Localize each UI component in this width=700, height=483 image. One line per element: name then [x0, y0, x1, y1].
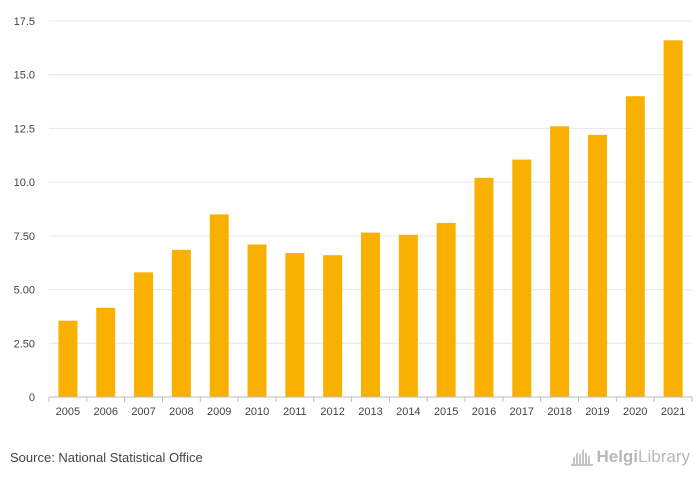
y-tick-label: 2.50: [14, 338, 35, 350]
bar-2010: [247, 244, 267, 397]
x-tick-label: 2005: [56, 406, 80, 418]
bar-2017: [512, 159, 532, 397]
library-building-icon: [571, 449, 594, 466]
x-tick-label: 2021: [661, 406, 685, 418]
x-tick-label: 2018: [547, 406, 571, 418]
x-tick-label: 2010: [245, 406, 269, 418]
x-tick-label: 2006: [93, 406, 117, 418]
bar-2019: [587, 134, 607, 398]
brand-logo: Helgi Library: [571, 447, 690, 467]
x-tick-label: 2007: [131, 406, 155, 418]
bar-2007: [134, 272, 154, 397]
x-tick-label: 2017: [510, 406, 534, 418]
brand-name-part1: Helgi: [596, 447, 639, 466]
x-tick-label: 2019: [585, 406, 609, 418]
y-tick-label: 15.0: [14, 70, 35, 82]
y-axis-tick-labels: 0 2.50 5.00 7.50 10.0 12.5 15.0 17.5: [14, 16, 35, 404]
x-tick-label: 2014: [396, 406, 420, 418]
x-tick-label: 2013: [358, 406, 382, 418]
bar-2016: [474, 177, 494, 397]
source-note: Source: National Statistical Office: [10, 450, 203, 465]
bar-2012: [323, 255, 343, 397]
bar-2006: [96, 307, 116, 397]
bar-2008: [171, 249, 191, 397]
bar-2009: [209, 214, 229, 397]
bar-2014: [398, 234, 418, 397]
x-tick-label: 2020: [623, 406, 647, 418]
y-tick-label: 12.5: [14, 123, 35, 135]
x-tick-label: 2009: [207, 406, 231, 418]
x-axis-tick-labels: 2005 2006 2007 2008 2009 2010 2011 2012 2013 2014…: [48, 397, 693, 418]
brand-name-part2: Library: [638, 447, 690, 466]
x-tick-label: 2011: [283, 406, 307, 418]
bar-2011: [285, 253, 305, 397]
bar-2005: [58, 320, 78, 397]
y-tick-label: 7.50: [14, 231, 35, 243]
x-tick-label: 2012: [320, 406, 344, 418]
bar-2021: [663, 40, 683, 397]
y-tick-label: 5.00: [14, 285, 35, 297]
bar-2015: [436, 222, 456, 397]
y-tick-label: 0: [29, 392, 35, 404]
bar-2018: [550, 126, 570, 397]
bar-2013: [361, 232, 380, 397]
x-tick-label: 2015: [434, 406, 458, 418]
bars: [58, 40, 683, 398]
bar-2020: [625, 96, 645, 397]
y-tick-label: 17.5: [14, 16, 35, 28]
x-tick-label: 2008: [169, 406, 193, 418]
y-tick-label: 10.0: [14, 177, 35, 189]
x-tick-label: 2016: [472, 406, 496, 418]
